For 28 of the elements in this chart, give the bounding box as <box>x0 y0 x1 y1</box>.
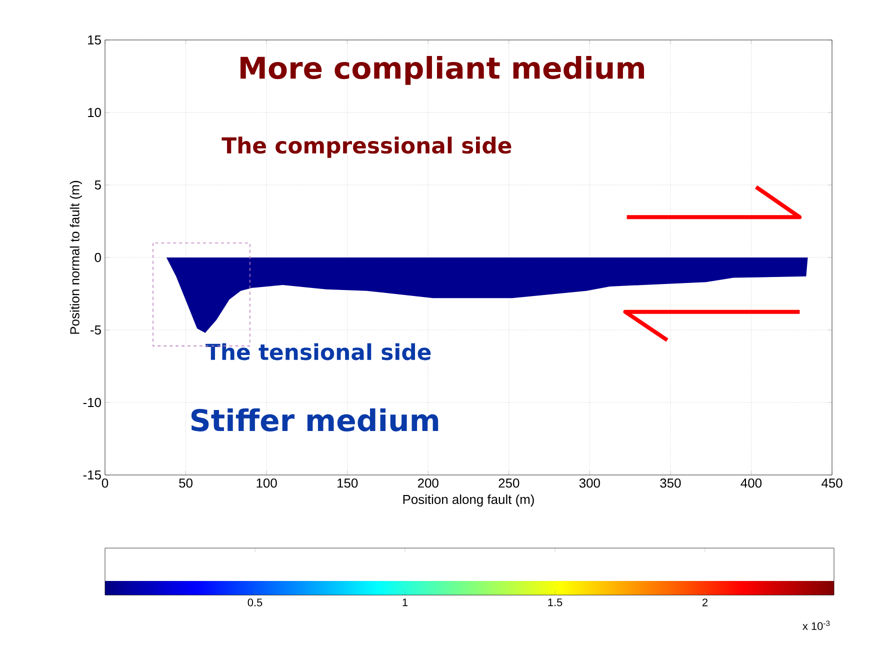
x-tick-label: 200 <box>418 478 438 488</box>
x-tick-label: 350 <box>660 478 681 488</box>
y-axis-title: Position normal to fault (m) <box>70 180 82 334</box>
x-tick-label: 450 <box>822 478 842 488</box>
y-tick-label: 10 <box>88 108 101 118</box>
y-tick-label: 15 <box>88 35 101 45</box>
x-tick-label: 0 <box>102 478 108 488</box>
x-tick-label: 150 <box>338 478 358 488</box>
color-bar-label: 1 <box>402 598 408 606</box>
x-tick-label: 250 <box>498 478 520 488</box>
y-tick-label: -15 <box>83 470 101 480</box>
color-bar-label: 2 <box>702 598 708 606</box>
annotation: The tensional side <box>206 343 431 360</box>
annotation: The compressional side <box>222 136 512 158</box>
x-tick-label: 50 <box>179 478 192 488</box>
y-tick-label: 5 <box>94 180 101 190</box>
x-axis-title: Position along fault (m) <box>403 494 534 507</box>
x-tick-label: 400 <box>740 478 762 488</box>
color-bar-title: x 10$^{-3}$ <box>802 620 830 630</box>
y-tick-label: 0 <box>94 252 101 262</box>
x-tick-label: 100 <box>256 478 277 488</box>
y-tick-label: -5 <box>90 325 101 334</box>
color-bar-label: 1.5 <box>548 598 562 606</box>
annotation: More compliant medium <box>240 56 644 85</box>
y-tick-label: -10 <box>83 398 101 408</box>
x-tick-label: 300 <box>579 478 600 488</box>
annotation: Stiffer medium <box>191 408 438 432</box>
color-bar-label: 0.5 <box>248 598 262 606</box>
